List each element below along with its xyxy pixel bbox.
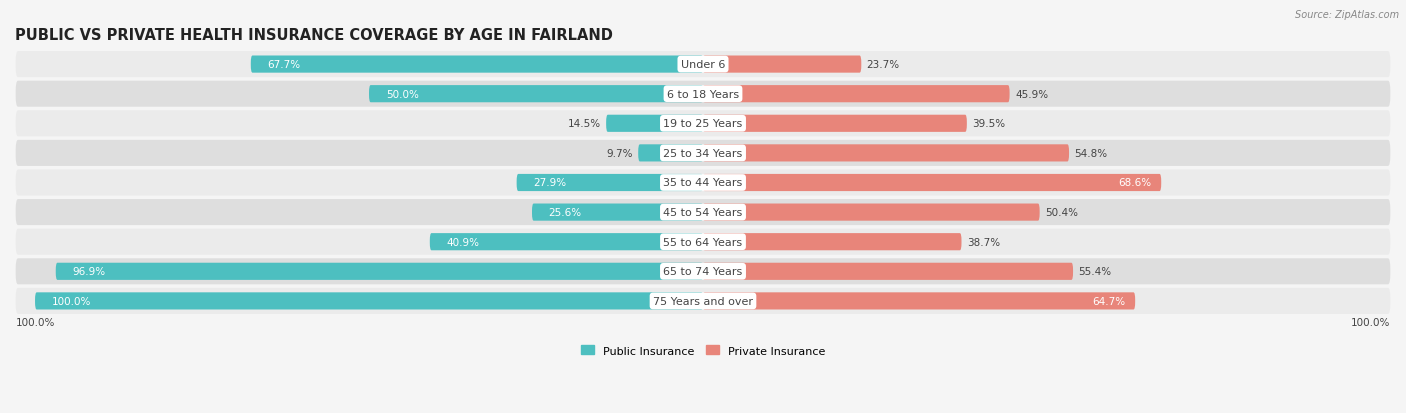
FancyBboxPatch shape [15,170,1391,196]
Text: 14.5%: 14.5% [568,119,600,129]
Text: 100.0%: 100.0% [15,317,55,327]
Text: 39.5%: 39.5% [972,119,1005,129]
Text: 25 to 34 Years: 25 to 34 Years [664,149,742,159]
Text: 55.4%: 55.4% [1078,267,1112,277]
FancyBboxPatch shape [56,263,703,280]
Text: 100.0%: 100.0% [1351,317,1391,327]
FancyBboxPatch shape [15,81,1391,107]
Text: 19 to 25 Years: 19 to 25 Years [664,119,742,129]
FancyBboxPatch shape [15,140,1391,166]
FancyBboxPatch shape [430,234,703,251]
Text: 75 Years and over: 75 Years and over [652,296,754,306]
FancyBboxPatch shape [703,145,1069,162]
Text: 68.6%: 68.6% [1118,178,1152,188]
FancyBboxPatch shape [703,293,1135,310]
Text: Source: ZipAtlas.com: Source: ZipAtlas.com [1295,10,1399,20]
Text: 40.9%: 40.9% [447,237,479,247]
Text: 100.0%: 100.0% [52,296,91,306]
Text: 45 to 54 Years: 45 to 54 Years [664,208,742,218]
Text: 35 to 44 Years: 35 to 44 Years [664,178,742,188]
FancyBboxPatch shape [703,234,962,251]
FancyBboxPatch shape [35,293,703,310]
Text: 67.7%: 67.7% [267,60,301,70]
FancyBboxPatch shape [368,86,703,103]
Text: 45.9%: 45.9% [1015,90,1047,100]
Text: 50.4%: 50.4% [1045,208,1078,218]
Text: 55 to 64 Years: 55 to 64 Years [664,237,742,247]
FancyBboxPatch shape [606,115,703,133]
FancyBboxPatch shape [516,174,703,192]
FancyBboxPatch shape [15,111,1391,137]
FancyBboxPatch shape [15,52,1391,78]
Legend: Public Insurance, Private Insurance: Public Insurance, Private Insurance [576,341,830,360]
Text: 6 to 18 Years: 6 to 18 Years [666,90,740,100]
Text: 9.7%: 9.7% [606,149,633,159]
FancyBboxPatch shape [15,259,1391,285]
Text: 50.0%: 50.0% [385,90,419,100]
FancyBboxPatch shape [703,263,1073,280]
FancyBboxPatch shape [703,56,862,74]
Text: 25.6%: 25.6% [548,208,582,218]
Text: 38.7%: 38.7% [967,237,1000,247]
Text: 96.9%: 96.9% [73,267,105,277]
FancyBboxPatch shape [15,229,1391,255]
FancyBboxPatch shape [703,204,1039,221]
FancyBboxPatch shape [638,145,703,162]
FancyBboxPatch shape [250,56,703,74]
FancyBboxPatch shape [703,86,1010,103]
FancyBboxPatch shape [15,288,1391,314]
FancyBboxPatch shape [15,199,1391,225]
FancyBboxPatch shape [703,174,1161,192]
Text: Under 6: Under 6 [681,60,725,70]
Text: 27.9%: 27.9% [533,178,567,188]
Text: 64.7%: 64.7% [1092,296,1125,306]
Text: 23.7%: 23.7% [866,60,900,70]
FancyBboxPatch shape [531,204,703,221]
Text: PUBLIC VS PRIVATE HEALTH INSURANCE COVERAGE BY AGE IN FAIRLAND: PUBLIC VS PRIVATE HEALTH INSURANCE COVER… [15,28,613,43]
Text: 65 to 74 Years: 65 to 74 Years [664,267,742,277]
FancyBboxPatch shape [703,115,967,133]
Text: 54.8%: 54.8% [1074,149,1108,159]
